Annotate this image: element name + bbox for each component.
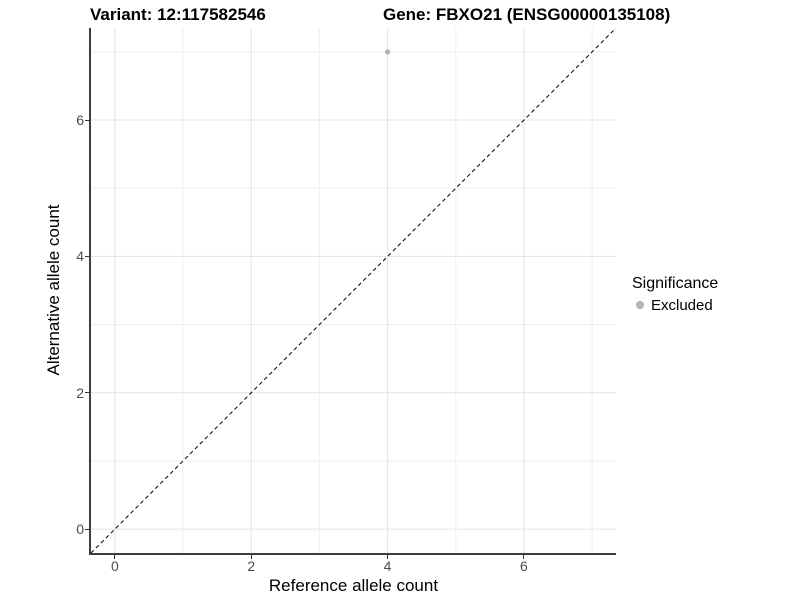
x-axis-tick (387, 555, 389, 559)
x-tick-label: 4 (383, 558, 392, 574)
data-point (384, 49, 391, 55)
legend-title: Significance (632, 275, 719, 292)
legend-items: Excluded (632, 296, 718, 314)
gene-title: Gene: FBXO21 (ENSG00000135108) (383, 5, 671, 24)
x-axis-tick (250, 555, 252, 559)
y-axis-tick (85, 255, 89, 257)
plot-panel (89, 28, 616, 555)
plot-canvas (91, 28, 616, 553)
legend: Significance Excluded (632, 274, 718, 314)
y-tick-label: 4 (76, 248, 84, 265)
variant-title: Variant: 12:117582546 (90, 5, 266, 24)
y-axis-tick (85, 119, 89, 121)
y-axis-tick (85, 392, 89, 394)
x-tick-label: 6 (520, 558, 528, 574)
legend-item-excluded: Excluded (632, 296, 718, 314)
x-axis-title: Reference allele count (268, 576, 439, 595)
y-axis-title: Alternative allele count (44, 204, 63, 376)
x-tick-label: 2 (247, 558, 256, 574)
x-axis-tick (114, 555, 116, 559)
y-tick-label: 2 (76, 384, 84, 401)
identity-reference-line (91, 28, 616, 553)
y-tick-label: 0 (76, 521, 84, 538)
legend-item-label: Excluded (651, 296, 713, 314)
y-tick-label: 6 (76, 112, 84, 129)
legend-marker-excluded-icon (636, 301, 644, 309)
y-axis-tick (85, 528, 89, 530)
x-tick-label: 0 (110, 558, 119, 574)
x-axis-tick (523, 555, 525, 559)
